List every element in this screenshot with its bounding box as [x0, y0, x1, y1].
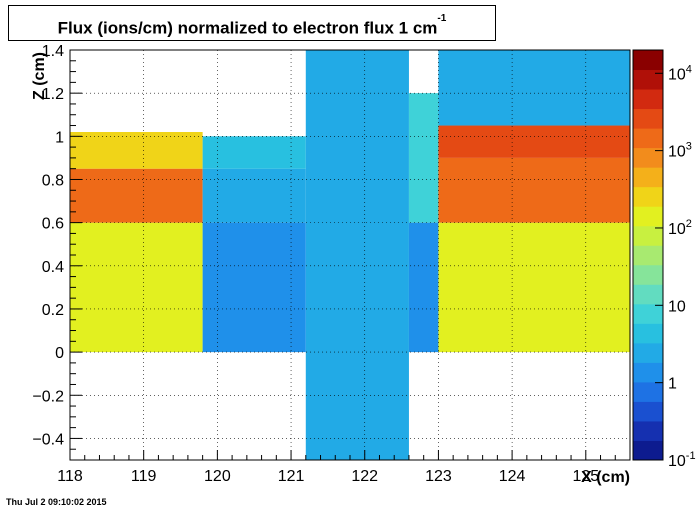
heatmap-cell-center-left-0: [202, 222, 306, 353]
heatmap-cell-right-block-3: [438, 50, 630, 126]
colorbar-swatch: [633, 342, 663, 363]
x-axis-label: X (cm): [581, 469, 630, 486]
heatmap-cell-central-column-0: [305, 50, 409, 460]
y-tick-label: 0.2: [42, 302, 64, 319]
colorbar-label: 104: [668, 63, 692, 83]
heatmap-cell-center-right-1: [408, 93, 439, 223]
heatmap-cell-right-block-1: [438, 157, 630, 223]
colorbar-swatch: [633, 147, 663, 168]
colorbar-swatch: [633, 303, 663, 324]
y-tick-label: 1: [55, 129, 64, 146]
colorbar-swatch: [633, 108, 663, 129]
x-tick-label: 120: [204, 468, 231, 485]
colorbar-swatch: [633, 186, 663, 207]
colorbar-swatch: [633, 440, 663, 461]
x-tick-label: 124: [499, 468, 526, 485]
chart-title-superscript: -1: [437, 13, 447, 24]
colorbar-swatch: [633, 89, 663, 110]
y-tick-label: −0.2: [32, 388, 64, 405]
title-box: Flux (ions/cm) normalized to electron fl…: [8, 5, 496, 41]
colorbar-swatch: [633, 323, 663, 344]
heatmap-cell-left-block-1: [70, 168, 203, 223]
y-axis-label: Z (cm): [31, 52, 48, 100]
chart-title-main: Flux (ions/cm) normalized to electron fl…: [57, 18, 438, 38]
colorbar-swatch: [633, 362, 663, 383]
heatmap-cell-right-block-0: [438, 222, 630, 353]
y-tick-label: 1.4: [42, 43, 64, 60]
x-tick-label: 119: [131, 468, 157, 485]
x-tick-label: 122: [351, 468, 378, 485]
colorbar-swatch: [633, 167, 663, 188]
y-tick-label: 0.4: [42, 259, 64, 276]
x-tick-label: 125: [572, 468, 599, 485]
colorbar-swatch: [633, 206, 663, 227]
colorbar-swatch: [633, 420, 663, 441]
y-tick-label: −0.4: [32, 431, 64, 448]
colorbar-swatch: [633, 401, 663, 422]
colorbar-swatch: [633, 245, 663, 266]
y-tick-label: 0.6: [42, 216, 64, 233]
colorbar-swatch: [633, 50, 663, 71]
heatmap-cell-right-block-2: [438, 125, 630, 158]
heatmap-cell-center-left-1: [202, 168, 306, 223]
footer-timestamp: Thu Jul 2 09:10:02 2015: [6, 497, 107, 507]
colorbar-frame: [632, 49, 664, 461]
x-axis: 118 119 120 121 122 123 124 125: [57, 450, 631, 485]
y-tick-label: 1.2: [42, 86, 64, 103]
colorbar-label: 102: [668, 218, 692, 238]
heatmap-cell-center-right-0: [408, 222, 439, 353]
heatmap-layer: [70, 50, 630, 460]
heatmap-cell-center-left-2: [202, 136, 306, 169]
y-tick-label: 0.8: [42, 172, 64, 189]
y-axis: −0.4 −0.2 0 0.2 0.4 0.6 0.8 1 1.2 1.4: [32, 43, 82, 461]
colorbar-label: 1: [668, 376, 677, 393]
heatmap-cell-left-block-0: [70, 222, 203, 353]
x-tick-label: 121: [278, 468, 305, 485]
colorbar-swatch: [633, 225, 663, 246]
colorbar-swatch: [633, 128, 663, 149]
colorbar-label: 103: [668, 141, 692, 161]
x-tick-label: 118: [57, 468, 83, 485]
chart-title: Flux (ions/cm) normalized to electron fl…: [9, 6, 495, 40]
colorbar-swatch: [633, 69, 663, 90]
colorbar-label: 10: [668, 298, 686, 315]
heatmap-cell-left-block-2: [70, 132, 203, 169]
colorbar-swatch: [633, 381, 663, 402]
colorbar-swatch: [633, 264, 663, 285]
colorbar: 10-1 1 10 102 103 104: [632, 49, 696, 470]
y-tick-label: 0: [55, 345, 64, 362]
colorbar-swatch: [633, 284, 663, 305]
colorbar-label: 10-1: [668, 450, 696, 470]
x-tick-label: 123: [425, 468, 452, 485]
